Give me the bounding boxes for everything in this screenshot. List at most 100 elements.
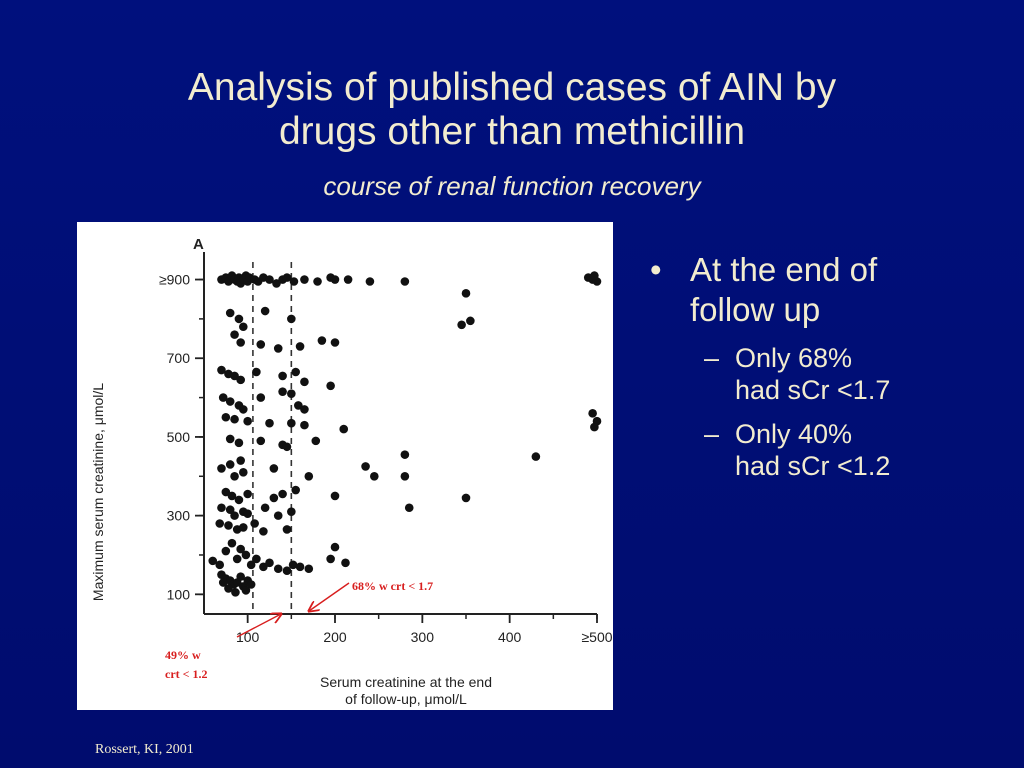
x-tick-label: ≥500: [581, 629, 612, 645]
data-point: [241, 586, 251, 595]
data-point: [227, 491, 237, 501]
x-tick-label: 400: [498, 629, 522, 645]
data-point: [221, 412, 231, 422]
data-point: [273, 564, 283, 574]
data-point: [215, 560, 225, 570]
data-point: [241, 550, 251, 560]
data-point: [339, 424, 349, 434]
data-point: [588, 409, 597, 418]
data-point: [243, 489, 252, 499]
data-point: [269, 464, 279, 473]
data-point: [282, 525, 292, 534]
data-point: [236, 375, 245, 385]
data-point: [234, 495, 244, 505]
data-point: [250, 519, 259, 528]
data-point: [590, 422, 599, 432]
data-point: [287, 507, 296, 516]
data-point: [265, 558, 274, 568]
data-point: [291, 485, 300, 495]
data-point: [252, 554, 261, 564]
y-tick-label: ≥900: [159, 272, 190, 288]
data-point: [239, 468, 248, 477]
sub-bullet-2-line-2: had sCr <1.2: [735, 451, 891, 481]
data-point: [330, 338, 340, 347]
data-point: [269, 493, 279, 503]
annotation-49-line-2: crt < 1.2: [165, 667, 208, 681]
bullet-main-line-1: At the end of: [690, 251, 878, 288]
data-point: [287, 418, 296, 428]
data-point: [531, 452, 541, 461]
data-point: [221, 546, 231, 556]
data-point: [252, 367, 261, 377]
data-point: [225, 397, 235, 406]
data-point: [230, 371, 239, 381]
title-line-1: Analysis of published cases of AIN by: [187, 66, 837, 109]
title-line-2: drugs other than methicillin: [278, 110, 746, 153]
bullet-list: • At the end of follow up – Only 68% had…: [648, 250, 988, 482]
data-point: [243, 416, 252, 426]
data-point: [278, 489, 287, 499]
data-point: [231, 588, 240, 597]
data-point: [234, 438, 244, 448]
data-point: [230, 330, 239, 339]
data-point: [289, 277, 299, 286]
data-point: [225, 505, 235, 515]
citation-footer: Rossert, KI, 2001: [95, 742, 194, 757]
data-point: [218, 393, 228, 402]
data-point: [287, 314, 296, 324]
data-point: [304, 564, 314, 574]
data-point: [400, 450, 410, 459]
data-point: [300, 405, 309, 414]
data-point: [259, 527, 268, 536]
data-point: [370, 471, 379, 481]
data-point: [236, 544, 245, 554]
data-point: [236, 572, 245, 581]
data-point: [208, 556, 218, 566]
bullet-main: • At the end of follow up: [648, 250, 988, 330]
chart-axes: 100 300 500 700 ≥900 100 200 300 400 ≥500: [159, 252, 613, 645]
sub-bullet-2: – Only 40% had sCr <1.2: [648, 418, 988, 482]
data-point: [287, 389, 296, 398]
data-point: [330, 275, 340, 284]
data-point: [265, 418, 274, 428]
data-point: [225, 460, 235, 469]
data-point: [330, 542, 340, 552]
data-point: [256, 436, 266, 446]
slide-title: Analysis of published cases of AIN by dr…: [0, 66, 1024, 154]
data-point: [265, 275, 274, 284]
data-point: [217, 503, 226, 513]
data-point: [243, 509, 252, 518]
data-point: [294, 401, 303, 410]
data-point: [341, 558, 350, 568]
data-point: [215, 519, 225, 528]
x-tick-label: 300: [411, 629, 435, 645]
data-point: [260, 503, 270, 513]
data-point: [300, 275, 309, 284]
data-point: [304, 471, 314, 481]
data-point: [326, 381, 335, 391]
x-tick-label: 200: [323, 629, 347, 645]
sub-bullet-marker: –: [704, 419, 720, 449]
data-point: [239, 523, 248, 532]
data-point: [259, 562, 268, 572]
data-point: [365, 277, 375, 286]
data-point: [278, 387, 287, 396]
data-point: [361, 462, 370, 471]
data-point: [217, 464, 226, 473]
data-point: [246, 580, 256, 589]
data-point: [232, 554, 242, 564]
data-point: [221, 487, 231, 497]
annotation-49-line-1: 49% w: [165, 648, 201, 662]
sub-bullet-1: – Only 68% had sCr <1.7: [648, 342, 988, 406]
data-point: [256, 393, 266, 402]
chart-panel: 100 300 500 700 ≥900 100 200 300 400 ≥500 A Maxim…: [77, 222, 613, 710]
data-point: [326, 554, 335, 564]
bullet-marker: •: [650, 251, 662, 288]
y-tick-label: 100: [167, 586, 191, 602]
x-tick-label: 100: [236, 629, 260, 645]
data-point: [217, 365, 226, 375]
data-point: [246, 560, 256, 570]
data-point: [317, 336, 327, 345]
data-point: [466, 316, 475, 326]
slide-subtitle: course of renal function recovery: [323, 171, 701, 201]
